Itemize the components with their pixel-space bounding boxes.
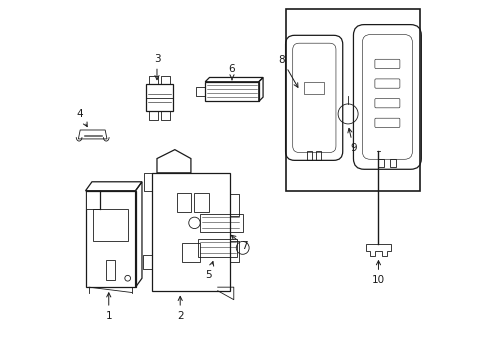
Text: 6: 6 — [228, 64, 235, 80]
Text: 9: 9 — [347, 129, 356, 153]
Text: 2: 2 — [177, 296, 183, 321]
Text: 4: 4 — [77, 109, 87, 127]
Text: 8: 8 — [278, 55, 297, 87]
Text: 7: 7 — [231, 235, 247, 251]
Bar — [285, 9, 419, 191]
Text: 3: 3 — [153, 54, 160, 80]
Text: 5: 5 — [205, 262, 213, 280]
Text: 1: 1 — [105, 293, 112, 321]
Text: 10: 10 — [371, 261, 384, 285]
Polygon shape — [85, 191, 100, 208]
